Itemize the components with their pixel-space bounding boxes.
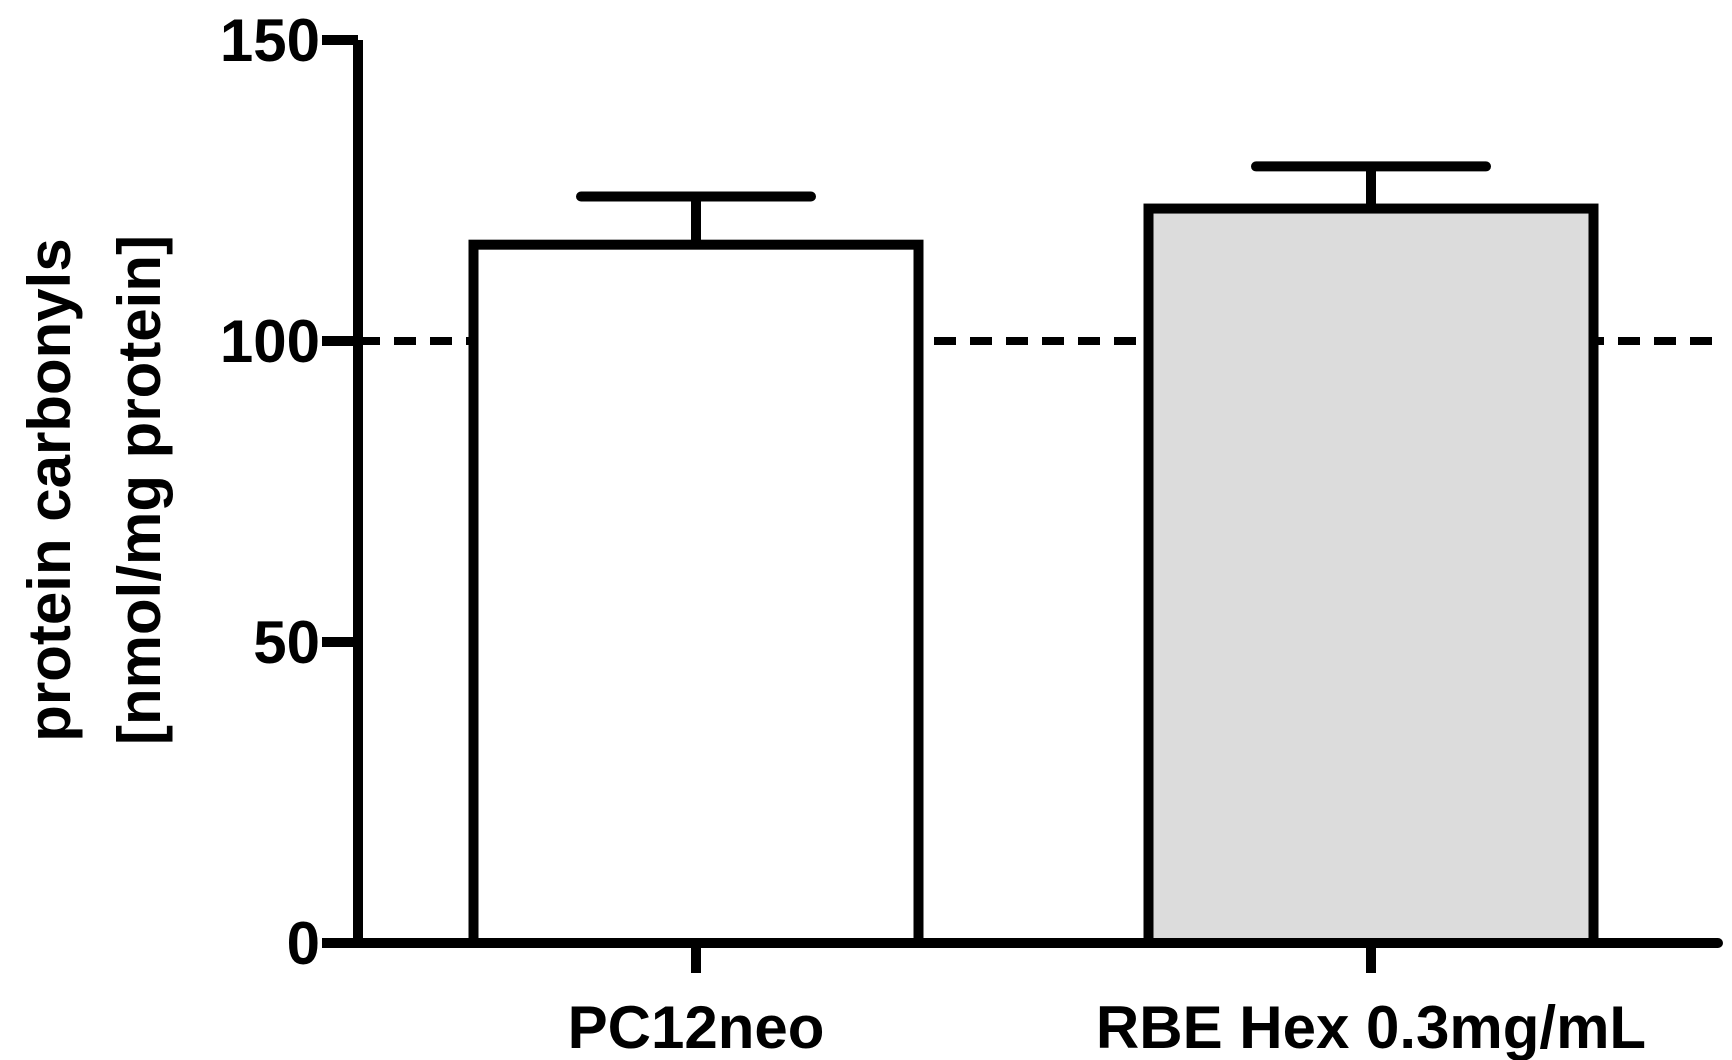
y-axis-label-line2: [nmol/mg protein] — [106, 235, 173, 745]
y-tick-label-1: 50 — [253, 609, 320, 676]
category-label-0: PC12neo — [568, 994, 825, 1060]
y-tick-label-0: 0 — [287, 910, 320, 977]
plot-area: PC12neo RBE Hex 0.3mg/mL 0 50 100 150 — [220, 7, 1723, 1060]
bar-0 — [468, 239, 924, 948]
y-tick-label-2: 100 — [220, 308, 320, 375]
y-axis-label-line1: protein carbonyls — [16, 238, 83, 741]
y-tick-label-3: 150 — [220, 7, 320, 74]
category-label-1: RBE Hex 0.3mg/mL — [1096, 994, 1646, 1060]
bar-1 — [1143, 203, 1599, 948]
